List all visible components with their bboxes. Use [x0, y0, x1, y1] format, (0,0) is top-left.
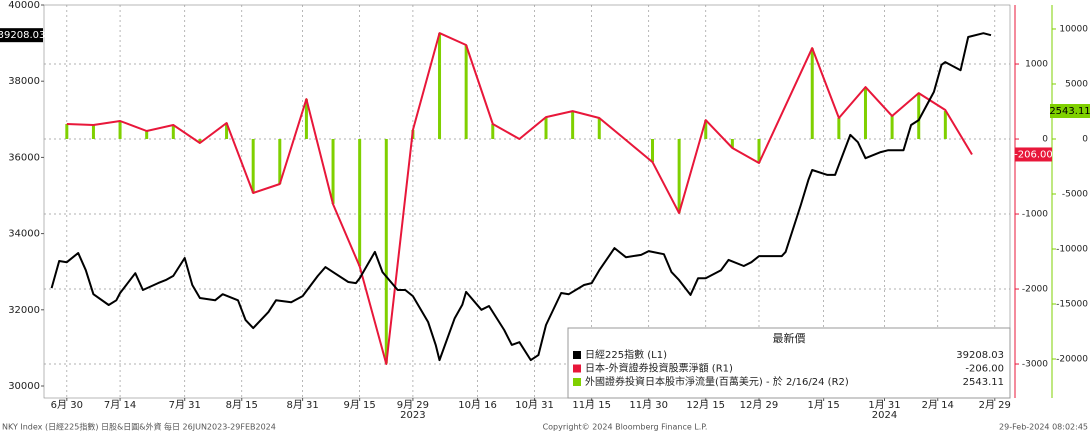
bar [917, 93, 921, 139]
legend-swatch [573, 378, 581, 386]
x-tick-label: 7月 14 [104, 399, 136, 411]
legend-value: 2543.11 [963, 377, 1004, 388]
bar [171, 125, 175, 139]
legend-swatch [573, 364, 581, 373]
bar [704, 120, 708, 139]
bar [438, 33, 442, 139]
y-tick-label: 40000 [8, 0, 40, 11]
y2-tick-label: -2000 [1022, 285, 1048, 295]
legend-box [567, 327, 1011, 399]
bar [331, 138, 335, 204]
bar [304, 99, 308, 139]
bar [278, 138, 282, 184]
y-tick-label: 38000 [8, 76, 40, 87]
bar [943, 111, 947, 139]
year-label: 2024 [872, 410, 897, 421]
legend-title: 最新價 [773, 331, 806, 345]
x-tick-label: 9月 15 [344, 399, 376, 411]
y3-tick-label: -15000 [1056, 299, 1088, 309]
x-tick-label: 1月 31 [868, 399, 900, 411]
bar [91, 125, 95, 139]
x-tick-label: 11月 15 [572, 399, 611, 411]
bar [65, 124, 69, 139]
x-tick-label: 11月 30 [629, 399, 668, 411]
y-tick-label: 32000 [8, 305, 40, 316]
y3-tick-label: -5000 [1062, 189, 1088, 199]
legend-label: 日本-外資證券投資股票淨額 (R1) [585, 362, 733, 375]
y-tick-label: 34000 [8, 229, 40, 240]
legend-swatch [573, 351, 581, 359]
bar [651, 138, 655, 162]
footer-left: NKY Index (日經225指數) 日股&日圓&外資 每日 26JUN202… [2, 422, 276, 432]
y3-tick-label: -20000 [1056, 355, 1088, 365]
x-tick-label: 1月 15 [808, 399, 840, 411]
bar [251, 138, 255, 193]
bar [145, 130, 149, 139]
x-tick-label: 8月 31 [286, 399, 318, 411]
footer-right: 29-Feb-2024 08:02:45 [999, 423, 1088, 432]
bar [491, 124, 495, 139]
y2-tick-label: 1000 [1025, 60, 1048, 70]
bar [118, 121, 122, 139]
bar [384, 138, 388, 364]
x-tick-label: 6月 30 [51, 399, 83, 411]
x-tick-label: 10月 31 [515, 399, 554, 411]
footer-center: Copyright© 2024 Bloomberg Finance L.P. [543, 423, 708, 432]
year-label: 2023 [400, 410, 425, 421]
x-tick-label: 8月 15 [226, 399, 258, 411]
bar [464, 45, 468, 139]
y-tick-label: 36000 [8, 152, 40, 163]
latest-badge [1050, 104, 1090, 119]
series-line [66, 32, 973, 365]
bar [810, 48, 814, 139]
y2-tick-label: -1000 [1022, 210, 1048, 220]
legend-value: 39208.03 [956, 350, 1004, 361]
y3-tick-label: -10000 [1056, 244, 1088, 254]
bar [198, 138, 202, 143]
bar [597, 118, 601, 139]
latest-badge [1015, 147, 1052, 162]
latest-badge [0, 28, 43, 43]
legend-label: 外國證券投資日本股市淨流量(百萬美元) - 於 2/16/24 (R2) [585, 375, 849, 388]
latest-badge-label: 2543.11 [1049, 106, 1090, 117]
y3-tick-label: 0 [1082, 134, 1088, 144]
bar [863, 87, 867, 139]
y2-tick-label: 0 [1042, 135, 1048, 145]
x-tick-label: 7月 31 [169, 399, 201, 411]
x-tick-label: 12月 29 [740, 399, 779, 411]
latest-badge-label: 39208.03 [0, 30, 45, 41]
bar [358, 138, 362, 267]
legend-label: 日經225指數 (L1) [585, 348, 667, 361]
bar [730, 138, 734, 149]
y3-tick-label: 5000 [1065, 79, 1088, 89]
x-tick-label: 12月 15 [686, 399, 725, 411]
series-line [50, 32, 992, 362]
y2-tick-label: -3000 [1022, 360, 1048, 370]
latest-badge-label: -206.00 [1014, 149, 1053, 160]
bar [225, 123, 229, 139]
bar [571, 111, 575, 139]
bar [757, 138, 761, 163]
bar [677, 138, 681, 213]
x-tick-label: 2月 29 [979, 399, 1011, 411]
legend-value: -206.00 [965, 364, 1004, 375]
x-tick-label: 10月 16 [458, 399, 497, 411]
x-tick-label: 9月 29 [397, 399, 429, 411]
bar [544, 117, 548, 139]
x-tick-label: 2月 14 [922, 399, 954, 411]
bar [890, 115, 894, 139]
y-tick-label: 30000 [8, 381, 40, 392]
bar [837, 118, 841, 139]
y3-tick-label: 10000 [1059, 24, 1088, 34]
